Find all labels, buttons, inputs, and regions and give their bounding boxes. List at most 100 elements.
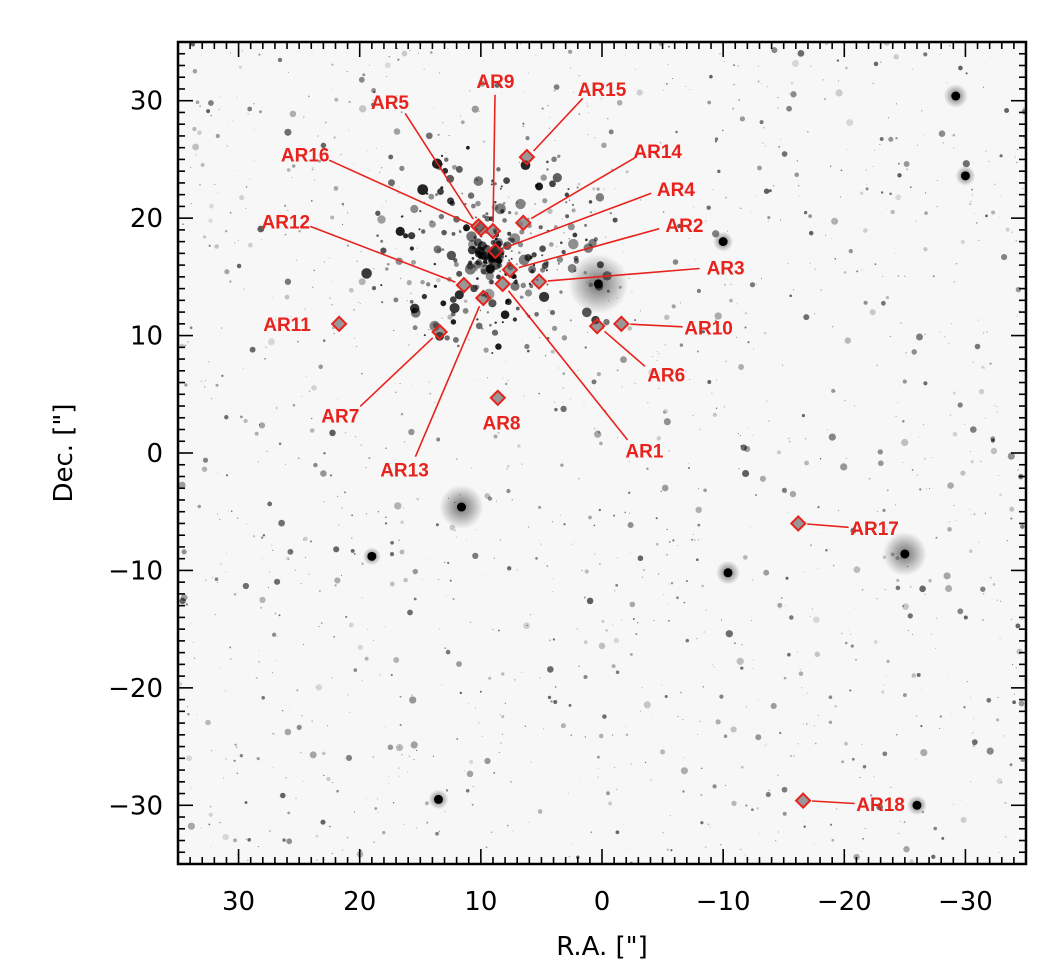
background-star (361, 562, 364, 566)
background-star (577, 182, 581, 186)
background-star (846, 149, 848, 151)
background-star (971, 739, 978, 745)
background-star (662, 594, 665, 596)
background-star (311, 168, 314, 171)
background-star (345, 432, 347, 434)
background-star (416, 247, 418, 249)
background-star (225, 571, 227, 573)
background-star (505, 361, 506, 363)
background-star (960, 816, 967, 823)
background-star (543, 562, 545, 564)
background-star (862, 837, 864, 840)
leader-line (328, 159, 473, 226)
background-star (593, 427, 596, 430)
background-star (916, 673, 921, 677)
cluster-star (381, 301, 384, 304)
background-star (390, 674, 393, 676)
background-star (720, 619, 723, 621)
background-star (831, 237, 833, 239)
background-star (297, 340, 299, 343)
background-star (189, 786, 192, 788)
background-star (766, 400, 768, 402)
background-star (810, 65, 812, 67)
background-star (859, 191, 864, 195)
background-star (781, 786, 788, 793)
background-star (568, 855, 571, 858)
background-star (936, 206, 938, 208)
background-star (832, 326, 834, 328)
cluster-star (508, 259, 511, 262)
background-star (195, 154, 197, 156)
cluster-star (375, 210, 381, 216)
background-star (757, 699, 759, 701)
background-star (732, 107, 735, 110)
background-star (984, 512, 987, 514)
background-star (942, 142, 944, 144)
background-star (412, 568, 419, 575)
background-star (714, 137, 719, 141)
background-star (696, 350, 699, 353)
cluster-star (585, 238, 588, 242)
cluster-star (452, 336, 459, 343)
background-star (542, 728, 544, 730)
background-star (767, 220, 769, 222)
background-star (692, 414, 694, 416)
background-star (658, 387, 660, 390)
cluster-star (500, 310, 510, 320)
background-star (798, 195, 800, 197)
background-star (990, 438, 995, 443)
background-star (696, 638, 698, 640)
background-star (679, 343, 684, 347)
bright-star (718, 237, 728, 247)
background-star (538, 392, 540, 395)
cluster-star (533, 263, 536, 267)
background-star (296, 724, 302, 730)
background-star (804, 460, 810, 466)
background-star (844, 641, 848, 645)
background-star (803, 314, 810, 321)
background-star (724, 283, 726, 286)
background-star (782, 811, 787, 816)
background-star (644, 761, 647, 764)
diamond-marker (431, 323, 449, 341)
cluster-star (483, 259, 488, 264)
background-star (584, 569, 589, 574)
background-star (985, 61, 987, 64)
background-star (396, 95, 398, 97)
background-star (323, 452, 326, 455)
background-star (813, 725, 816, 727)
background-star (744, 312, 747, 315)
background-star (800, 686, 803, 689)
background-star (359, 105, 367, 113)
background-star (274, 578, 281, 585)
background-star (387, 744, 394, 751)
background-star (905, 352, 907, 354)
background-star (611, 168, 613, 171)
background-star (284, 233, 287, 236)
background-star (1011, 231, 1013, 233)
background-star (763, 569, 770, 576)
background-star (894, 252, 896, 254)
marker-label: AR18 (856, 795, 905, 816)
background-star (1018, 496, 1020, 498)
background-star (846, 119, 854, 127)
cluster-star (505, 299, 510, 304)
background-star (320, 142, 327, 149)
background-star (998, 215, 1000, 217)
cluster-star (517, 251, 521, 254)
background-star (349, 711, 351, 713)
background-star (844, 741, 848, 746)
background-star (554, 686, 557, 688)
background-star (796, 160, 798, 162)
background-star (811, 608, 814, 610)
background-star (948, 342, 950, 344)
background-star (603, 318, 610, 326)
background-star (718, 52, 721, 55)
background-star (323, 501, 325, 503)
background-star (659, 141, 662, 144)
background-star (311, 52, 313, 54)
diamond-marker (494, 275, 512, 293)
background-star (896, 578, 900, 582)
background-star (189, 326, 193, 330)
background-star (733, 64, 735, 66)
